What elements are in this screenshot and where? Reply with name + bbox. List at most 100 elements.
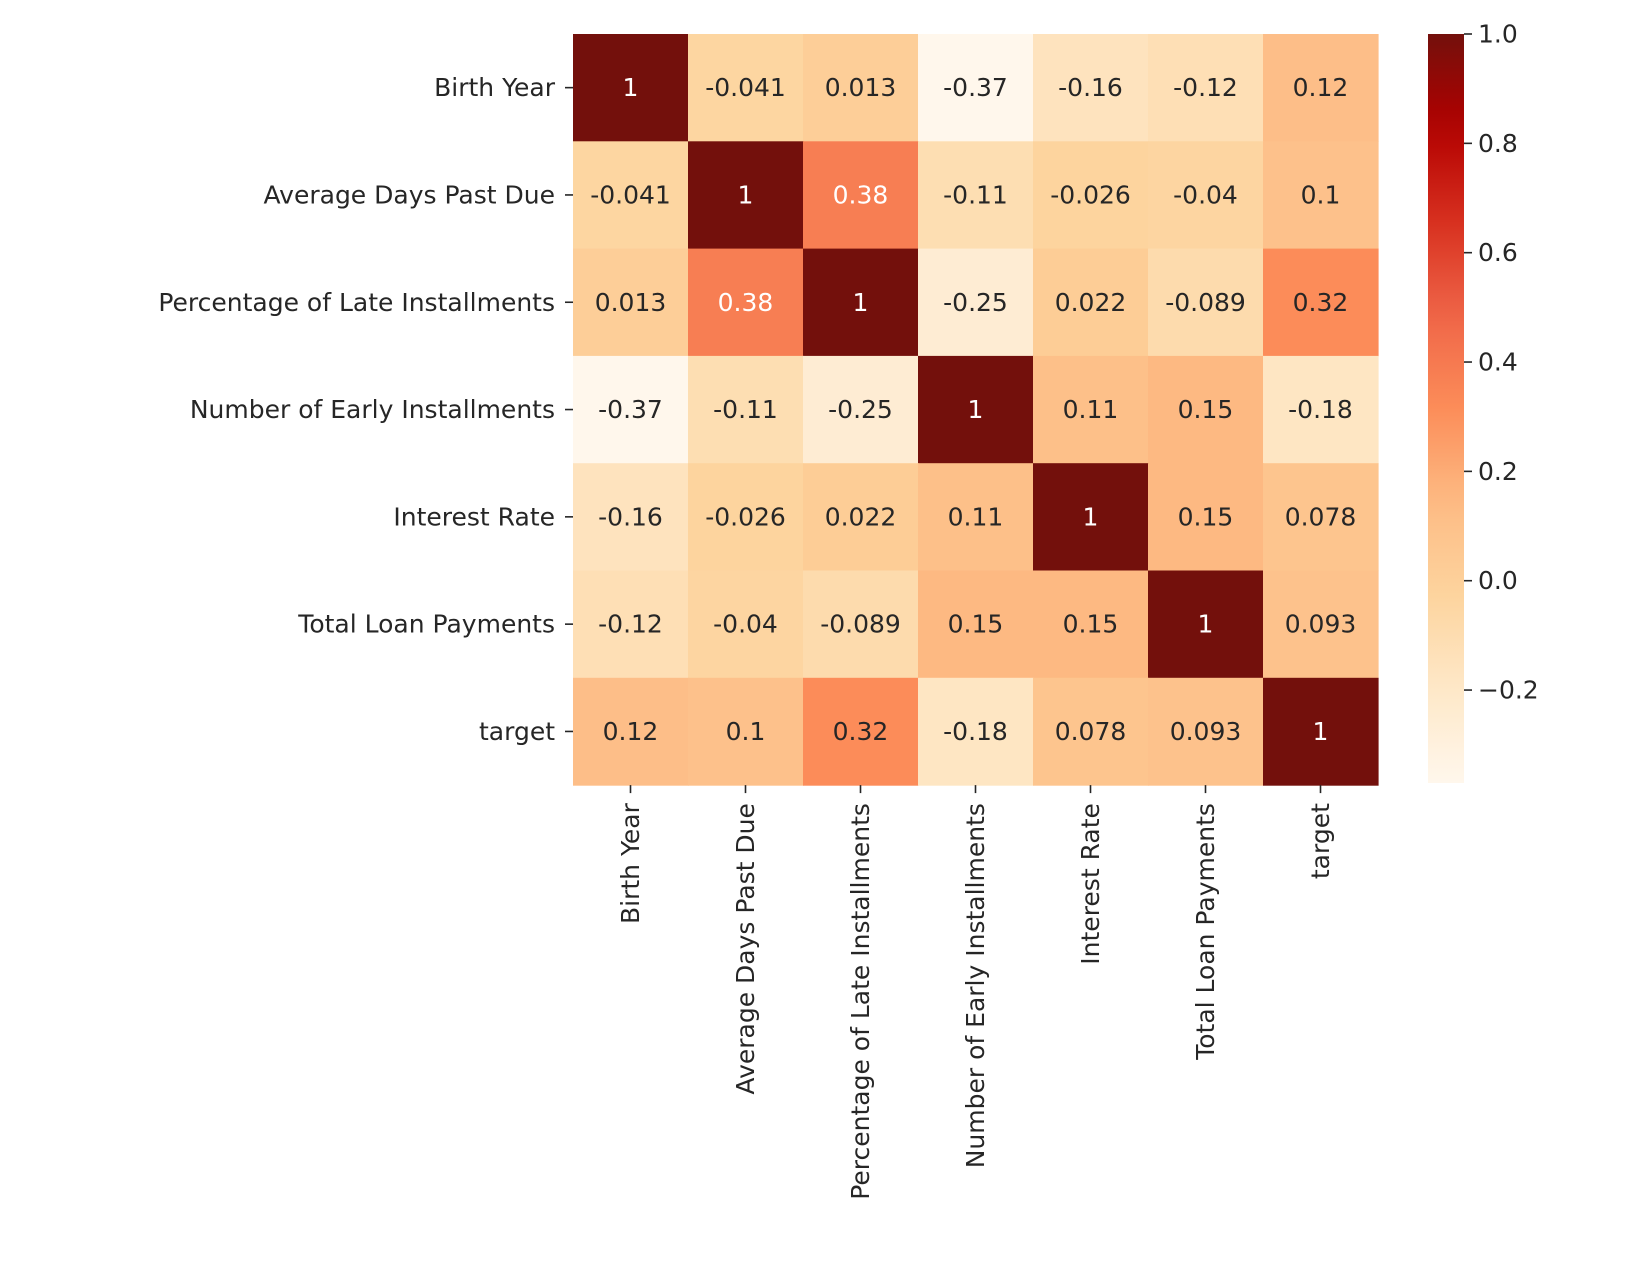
heatmap-cell-r1-c6 xyxy=(1263,141,1379,250)
x-tick-label: Number of Early Installments xyxy=(961,803,990,1168)
cell-annotation-r1-c6: 0.1 xyxy=(1301,180,1341,209)
heatmap-cell-r3-c5 xyxy=(1148,355,1264,464)
heatmap-cell-r2-c5 xyxy=(1148,248,1264,357)
cell-annotation-r5-c4: 0.15 xyxy=(1063,610,1119,639)
heatmap-cell-r0-c2 xyxy=(803,34,919,142)
cell-annotation-r2-c5: -0.089 xyxy=(1165,288,1246,317)
colorbar-tick-label: −0.2 xyxy=(1478,676,1539,705)
cell-annotation-r0-c3: -0.37 xyxy=(943,73,1008,102)
heatmap-cell-r6-c3 xyxy=(918,677,1034,786)
heatmap-cell-r2-c6 xyxy=(1263,248,1379,357)
heatmap-cell-r4-c0 xyxy=(573,463,689,572)
cell-annotation-r1-c5: -0.04 xyxy=(1173,180,1238,209)
heatmap-cell-r2-c0 xyxy=(573,248,689,357)
colorbar-tick-label: 0.2 xyxy=(1478,457,1518,486)
cell-annotation-r6-c4: 0.078 xyxy=(1055,717,1127,746)
colorbar: 1.0 0.8 0.6 0.4 0.2 0.0 −0.2 xyxy=(1428,20,1539,783)
colorbar-tick-label: 0.0 xyxy=(1478,566,1518,595)
heatmap-cell-r4-c6 xyxy=(1263,463,1379,572)
cell-annotation-r5-c0: -0.12 xyxy=(598,610,663,639)
heatmap-cell-r3-c6 xyxy=(1263,355,1379,464)
cell-annotation-r5-c1: -0.04 xyxy=(713,610,778,639)
cell-annotation-r6-c1: 0.1 xyxy=(726,717,766,746)
heatmap-cells xyxy=(573,34,1379,786)
heatmap-cell-r6-c5 xyxy=(1148,677,1264,786)
heatmap-cell-r3-c2 xyxy=(803,355,919,464)
x-tick-label: Birth Year xyxy=(616,802,645,924)
colorbar-tick-label: 0.6 xyxy=(1478,238,1518,267)
heatmap-cell-r2-c4 xyxy=(1033,248,1149,357)
cell-annotation-r4-c4: 1 xyxy=(1083,502,1099,531)
heatmap-cell-r1-c1 xyxy=(688,141,804,250)
cell-annotation-r5-c6: 0.093 xyxy=(1285,610,1357,639)
heatmap-cell-r1-c3 xyxy=(918,141,1034,250)
cell-annotation-r2-c4: 0.022 xyxy=(1055,288,1127,317)
cell-annotation-r0-c0: 1 xyxy=(623,73,639,102)
y-tick-label: Total Loan Payments xyxy=(297,610,555,639)
heatmap-cell-r0-c0 xyxy=(573,34,689,142)
heatmap-cell-r1-c2 xyxy=(803,141,919,250)
x-axis: Birth Year Average Days Past Due Percentag… xyxy=(616,785,1335,1200)
colorbar-ticks: 1.0 0.8 0.6 0.4 0.2 0.0 −0.2 xyxy=(1464,20,1539,705)
cell-annotation-r3-c1: -0.11 xyxy=(713,395,778,424)
cell-annotation-r3-c3: 1 xyxy=(968,395,984,424)
heatmap-cell-r6-c4 xyxy=(1033,677,1149,786)
x-tick-label: Average Days Past Due xyxy=(731,803,760,1094)
y-tick-label: target xyxy=(479,717,555,746)
cell-annotation-r2-c1: 0.38 xyxy=(718,288,774,317)
y-tick-label: Percentage of Late Installments xyxy=(158,288,555,317)
heatmap-cell-r0-c3 xyxy=(918,34,1034,142)
heatmap-cell-r6-c6 xyxy=(1263,677,1379,786)
cell-annotation-r2-c2: 1 xyxy=(853,288,869,317)
cell-annotation-r3-c4: 0.11 xyxy=(1063,395,1119,424)
cell-annotation-r5-c2: -0.089 xyxy=(820,610,901,639)
heatmap-cell-r5-c0 xyxy=(573,570,689,679)
heatmap-cell-r5-c5 xyxy=(1148,570,1264,679)
heatmap-cell-r4-c2 xyxy=(803,463,919,572)
cell-annotation-r6-c6: 1 xyxy=(1313,717,1329,746)
cell-annotation-r1-c3: -0.11 xyxy=(943,180,1008,209)
heatmap-cell-r1-c5 xyxy=(1148,141,1264,250)
cell-annotation-r1-c2: 0.38 xyxy=(833,180,889,209)
cell-annotation-r6-c0: 0.12 xyxy=(603,717,659,746)
cell-annotation-r2-c3: -0.25 xyxy=(943,288,1008,317)
cell-annotation-r0-c1: -0.041 xyxy=(705,73,786,102)
heatmap-cell-r3-c4 xyxy=(1033,355,1149,464)
colorbar-tick-label: 1.0 xyxy=(1478,20,1518,49)
cell-annotation-r4-c6: 0.078 xyxy=(1285,502,1357,531)
cell-annotation-r4-c1: -0.026 xyxy=(705,502,786,531)
cell-annotation-r4-c0: -0.16 xyxy=(598,502,663,531)
cell-annotation-r3-c6: -0.18 xyxy=(1288,395,1353,424)
heatmap-cell-r5-c2 xyxy=(803,570,919,679)
colorbar-gradient xyxy=(1428,34,1464,783)
y-tick-label: Interest Rate xyxy=(393,502,555,531)
heatmap-cell-r2-c1 xyxy=(688,248,804,357)
cell-annotation-r2-c0: 0.013 xyxy=(595,288,667,317)
cell-annotation-r2-c6: 0.32 xyxy=(1293,288,1349,317)
x-tick-label: target xyxy=(1306,803,1335,879)
heatmap-cell-r6-c0 xyxy=(573,677,689,786)
heatmap-cell-r6-c2 xyxy=(803,677,919,786)
heatmap-annotations: 1 -0.041 0.013 -0.37 -0.16 -0.12 0.12-0.041 1 0.… xyxy=(590,73,1356,746)
x-tick-label: Interest Rate xyxy=(1076,803,1105,965)
y-tick-label: Average Days Past Due xyxy=(264,180,555,209)
cell-annotation-r0-c2: 0.013 xyxy=(825,73,897,102)
cell-annotation-r5-c3: 0.15 xyxy=(948,610,1004,639)
heatmap-cell-r6-c1 xyxy=(688,677,804,786)
heatmap-cell-r0-c5 xyxy=(1148,34,1264,142)
heatmap-cell-r0-c6 xyxy=(1263,34,1379,142)
cell-annotation-r4-c2: 0.022 xyxy=(825,502,897,531)
heatmap-cell-r5-c1 xyxy=(688,570,804,679)
cell-annotation-r3-c2: -0.25 xyxy=(828,395,893,424)
heatmap-cell-r1-c0 xyxy=(573,141,689,250)
cell-annotation-r1-c0: -0.041 xyxy=(590,180,671,209)
heatmap-cell-r0-c1 xyxy=(688,34,804,142)
cell-annotation-r0-c5: -0.12 xyxy=(1173,73,1238,102)
heatmap-cell-r2-c3 xyxy=(918,248,1034,357)
heatmap-cell-r3-c3 xyxy=(918,355,1034,464)
cell-annotation-r0-c6: 0.12 xyxy=(1293,73,1349,102)
cell-annotation-r6-c3: -0.18 xyxy=(943,717,1008,746)
heatmap-cell-r5-c3 xyxy=(918,570,1034,679)
cell-annotation-r1-c1: 1 xyxy=(738,180,754,209)
